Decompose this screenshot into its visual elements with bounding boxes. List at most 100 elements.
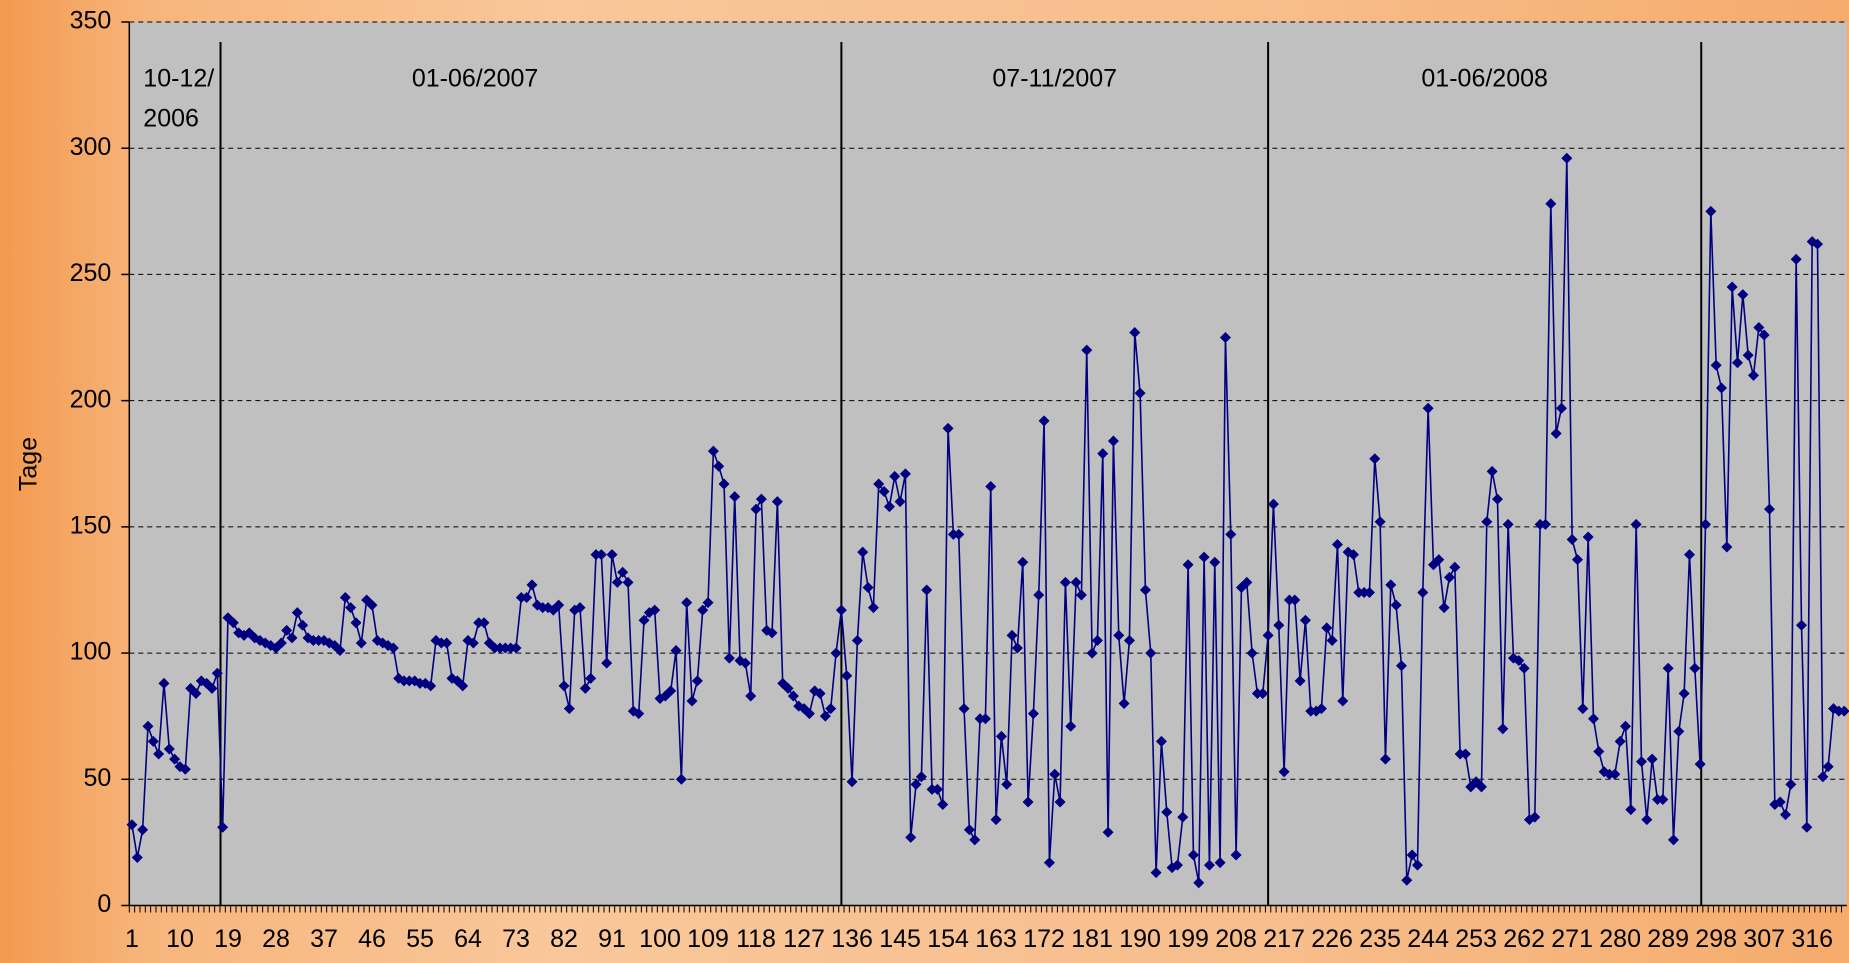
x-tick-label: 91	[598, 925, 626, 953]
data-point	[835, 604, 847, 616]
data-point	[286, 632, 298, 644]
data-point	[1678, 687, 1690, 699]
data-point	[1742, 349, 1754, 361]
data-point	[1230, 849, 1242, 861]
data-point	[745, 690, 757, 702]
data-point	[275, 637, 287, 649]
data-point	[1625, 804, 1637, 816]
data-point	[713, 460, 725, 472]
data-point	[1097, 448, 1109, 460]
data-point	[915, 771, 927, 783]
data-point	[366, 599, 378, 611]
data-point	[158, 677, 170, 689]
data-point	[1027, 708, 1039, 720]
x-tick-label: 190	[1119, 925, 1161, 953]
data-point	[1662, 662, 1674, 674]
data-point	[1257, 687, 1269, 699]
x-tick-label: 199	[1167, 925, 1209, 953]
data-point	[169, 753, 181, 765]
data-point	[1571, 554, 1583, 566]
data-point	[1363, 586, 1375, 598]
y-tick-label: 0	[97, 890, 111, 918]
data-point	[521, 592, 533, 604]
data-point	[1785, 778, 1797, 790]
data-point	[718, 478, 730, 490]
data-point	[979, 713, 991, 725]
data-point	[345, 602, 357, 614]
data-point	[686, 695, 698, 707]
data-point	[1065, 720, 1077, 732]
x-tick-label: 307	[1743, 925, 1785, 953]
data-point	[163, 743, 175, 755]
data-point	[814, 687, 826, 699]
data-point	[1502, 518, 1514, 530]
data-point	[1033, 589, 1045, 601]
data-point	[867, 602, 879, 614]
data-point	[1187, 849, 1199, 861]
x-tick-label: 136	[831, 925, 873, 953]
period-label: 2006	[143, 105, 199, 133]
x-tick-label: 46	[358, 925, 386, 953]
data-point	[889, 470, 901, 482]
plot-area	[129, 22, 1847, 906]
data-point	[334, 645, 346, 657]
data-point	[558, 680, 570, 692]
data-point	[1321, 622, 1333, 634]
data-point	[1198, 551, 1210, 563]
data-point	[787, 690, 799, 702]
data-point	[803, 708, 815, 720]
data-point	[1593, 746, 1605, 758]
data-point	[606, 549, 618, 561]
data-point	[707, 445, 719, 457]
data-point	[862, 581, 874, 593]
data-point	[1609, 768, 1621, 780]
data-point	[1438, 602, 1450, 614]
data-point	[1049, 768, 1061, 780]
data-point	[147, 735, 159, 747]
data-point	[1102, 826, 1114, 838]
x-tick-label: 10	[166, 925, 194, 953]
data-point	[1150, 867, 1162, 879]
data-point	[1764, 503, 1776, 515]
data-point	[942, 422, 954, 434]
data-point	[1081, 344, 1093, 356]
y-tick-label: 350	[70, 7, 112, 35]
x-tick-label: 100	[639, 925, 681, 953]
data-point	[478, 617, 490, 629]
x-tick-label: 109	[687, 925, 729, 953]
data-point	[179, 763, 191, 775]
data-point	[297, 619, 309, 631]
data-point	[1518, 662, 1530, 674]
data-point	[211, 667, 223, 679]
data-point	[1822, 761, 1834, 773]
data-point	[1513, 655, 1525, 667]
x-tick-label: 253	[1455, 925, 1497, 953]
data-point	[1374, 516, 1386, 528]
data-point	[1129, 326, 1141, 338]
x-tick-label: 73	[502, 925, 530, 953]
data-point	[1721, 541, 1733, 553]
data-point	[1337, 695, 1349, 707]
x-tick-label: 316	[1791, 925, 1833, 953]
x-tick-label: 145	[879, 925, 921, 953]
data-point	[1817, 771, 1829, 783]
data-point	[1123, 634, 1135, 646]
data-point	[1011, 642, 1023, 654]
data-point	[1790, 253, 1802, 265]
data-point	[1139, 584, 1151, 596]
data-point	[1812, 238, 1824, 250]
data-point	[1246, 647, 1258, 659]
data-point	[190, 687, 202, 699]
data-point	[1667, 834, 1679, 846]
data-point	[574, 602, 586, 614]
data-point	[995, 730, 1007, 742]
data-point	[958, 703, 970, 715]
data-point	[1059, 576, 1071, 588]
y-tick-label: 250	[70, 259, 112, 287]
data-point	[281, 624, 293, 636]
data-point	[649, 604, 661, 616]
data-point	[1689, 662, 1701, 674]
data-point	[1075, 589, 1087, 601]
data-point	[755, 493, 767, 505]
data-point	[1161, 806, 1173, 818]
